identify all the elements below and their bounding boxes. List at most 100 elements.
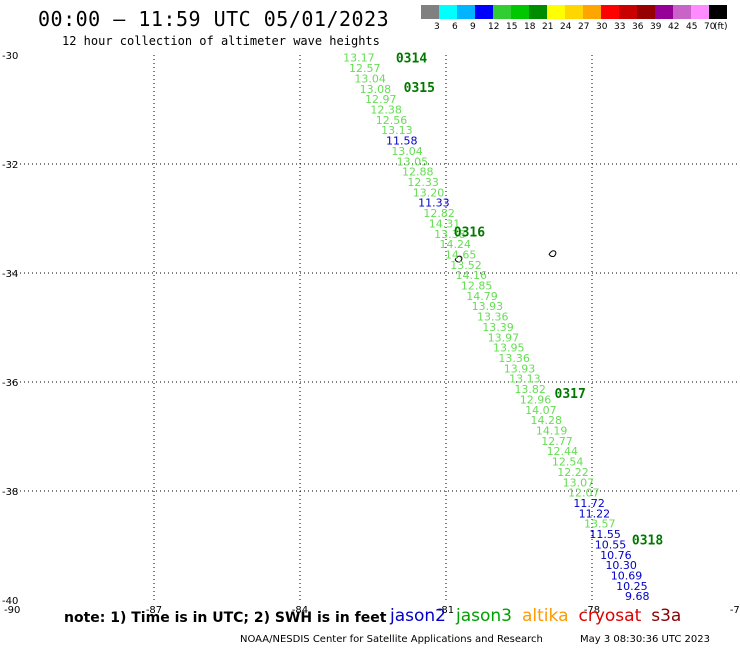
wave-height-label: 12.07 bbox=[568, 487, 600, 500]
wave-height-label: 13.13 bbox=[381, 124, 413, 137]
wave-height-label: 11.55 bbox=[589, 528, 621, 541]
wave-height-label: 13.17 bbox=[343, 52, 375, 65]
legend-swatch bbox=[493, 5, 511, 19]
wave-height-label: 14.79 bbox=[466, 290, 498, 303]
wave-height-label: 10.30 bbox=[605, 559, 637, 572]
legend-label: 12 bbox=[488, 22, 500, 32]
wave-height-label: 13.97 bbox=[488, 331, 520, 344]
legend-swatch bbox=[691, 5, 709, 19]
pass-time-label: 0314 bbox=[396, 52, 427, 67]
lat-tick-label: -36 bbox=[2, 378, 18, 389]
island-a bbox=[454, 255, 463, 263]
lon-tick-label: -87 bbox=[146, 605, 162, 616]
lat-tick-label: -32 bbox=[2, 160, 18, 171]
wave-height-label: 13.13 bbox=[509, 373, 541, 386]
wave-height-label: 12.96 bbox=[520, 393, 552, 406]
satellite-jason3: jason3 bbox=[456, 606, 512, 626]
lon-tick-label: -84 bbox=[292, 605, 308, 616]
satellite-jason2: jason2 bbox=[390, 606, 446, 626]
wave-height-label: 14.28 bbox=[531, 414, 563, 427]
island-b bbox=[548, 250, 557, 258]
legend-label: 39 bbox=[650, 22, 662, 32]
legend-label: 9 bbox=[470, 22, 476, 32]
legend-swatch bbox=[439, 5, 457, 19]
legend-swatch bbox=[529, 5, 547, 19]
wave-height-label: 12.97 bbox=[365, 93, 397, 106]
pass-time-label: 0316 bbox=[454, 226, 485, 241]
wave-height-label: 10.76 bbox=[600, 549, 632, 562]
lon-tick-label: -75 bbox=[730, 605, 740, 616]
wave-height-label: 12.44 bbox=[547, 445, 579, 458]
pass-time-label: 0315 bbox=[404, 81, 435, 96]
legend-swatch bbox=[673, 5, 691, 19]
legend-swatch bbox=[583, 5, 601, 19]
pass-time-label: 0318 bbox=[632, 534, 663, 549]
wave-height-label: 12.56 bbox=[376, 114, 408, 127]
wave-height-label: 13.57 bbox=[584, 518, 616, 531]
legend-label: 70 bbox=[704, 22, 716, 32]
legend-label: 21 bbox=[542, 22, 554, 32]
legend-swatch bbox=[547, 5, 565, 19]
legend-label: 27 bbox=[578, 22, 590, 32]
generation-timestamp: May 3 08:30:36 UTC 2023 bbox=[580, 634, 710, 645]
satellite-s3a: s3a bbox=[651, 606, 682, 626]
wave-height-label: 12.82 bbox=[423, 207, 455, 220]
wave-height-label: 12.57 bbox=[349, 62, 381, 75]
wave-height-label: 10.55 bbox=[595, 538, 627, 551]
legend-label: 15 bbox=[506, 22, 518, 32]
wave-height-label: 14.19 bbox=[536, 425, 568, 438]
lat-tick-label: -30 bbox=[2, 51, 18, 62]
satellite-altika: altika bbox=[522, 606, 569, 626]
page-subtitle: 12 hour collection of altimeter wave hei… bbox=[62, 34, 380, 48]
wave-height-label: 13.07 bbox=[563, 476, 595, 489]
wave-height-label: 13.20 bbox=[413, 186, 445, 199]
legend-swatch bbox=[511, 5, 529, 19]
wave-height-label: 11.22 bbox=[579, 507, 611, 520]
wave-height-label: 13.93 bbox=[504, 362, 536, 375]
legend-label: 3 bbox=[434, 22, 440, 32]
wave-height-label: 9.68 bbox=[625, 590, 650, 603]
wave-height-label: 12.85 bbox=[461, 280, 493, 293]
satellite-cryosat: cryosat bbox=[578, 606, 642, 626]
wave-height-label: 14.65 bbox=[445, 248, 477, 261]
lon-tick-label: -81 bbox=[438, 605, 454, 616]
legend-swatch bbox=[601, 5, 619, 19]
legend-label: 33 bbox=[614, 22, 626, 32]
wave-height-label: 11.58 bbox=[386, 135, 418, 148]
wave-height-label: 12.38 bbox=[370, 104, 402, 117]
legend-swatch bbox=[421, 5, 439, 19]
legend-swatch bbox=[565, 5, 583, 19]
wave-height-label: 14.24 bbox=[439, 238, 471, 251]
legend-swatch bbox=[655, 5, 673, 19]
wave-height-label: 13.04 bbox=[391, 145, 423, 158]
legend-swatch bbox=[709, 5, 727, 19]
footer-note: note: 1) Time is in UTC; 2) SWH is in fe… bbox=[64, 610, 387, 626]
lat-tick-label: -38 bbox=[2, 487, 18, 498]
lat-tick-label: -40 bbox=[2, 596, 18, 607]
page-title: 00:00 – 11:59 UTC 05/01/2023 bbox=[38, 7, 390, 31]
wave-height-label: 13.08 bbox=[360, 83, 392, 96]
wave-height-label: 13.36 bbox=[477, 311, 509, 324]
legend-label: 30 bbox=[596, 22, 608, 32]
wave-height-label: 12.54 bbox=[552, 456, 584, 469]
wave-height-label: 11.33 bbox=[418, 197, 450, 210]
wave-height-label: 12.88 bbox=[402, 166, 434, 179]
legend-label: 18 bbox=[524, 22, 536, 32]
legend-label: 42 bbox=[668, 22, 680, 32]
wave-height-label: 13.38 bbox=[434, 228, 466, 241]
legend-unit: (ft) bbox=[714, 22, 728, 32]
credit-line: NOAA/NESDIS Center for Satellite Applica… bbox=[240, 634, 543, 645]
wave-height-label: 12.22 bbox=[557, 466, 589, 479]
wave-height-label: 13.52 bbox=[450, 259, 482, 272]
lon-tick-label: -78 bbox=[584, 605, 600, 616]
legend-label: 6 bbox=[452, 22, 458, 32]
wave-height-label: 13.05 bbox=[397, 155, 429, 168]
wave-height-label: 12.33 bbox=[407, 176, 439, 189]
wave-height-label: 10.25 bbox=[616, 580, 648, 593]
wave-height-label: 13.39 bbox=[482, 321, 514, 334]
lat-tick-label: -34 bbox=[2, 269, 18, 280]
satellite-legend: jason2 jason3 altika cryosat s3a bbox=[390, 606, 691, 626]
wave-height-label: 12.77 bbox=[541, 435, 573, 448]
legend-swatch bbox=[637, 5, 655, 19]
wave-height-label: 13.93 bbox=[472, 300, 504, 313]
